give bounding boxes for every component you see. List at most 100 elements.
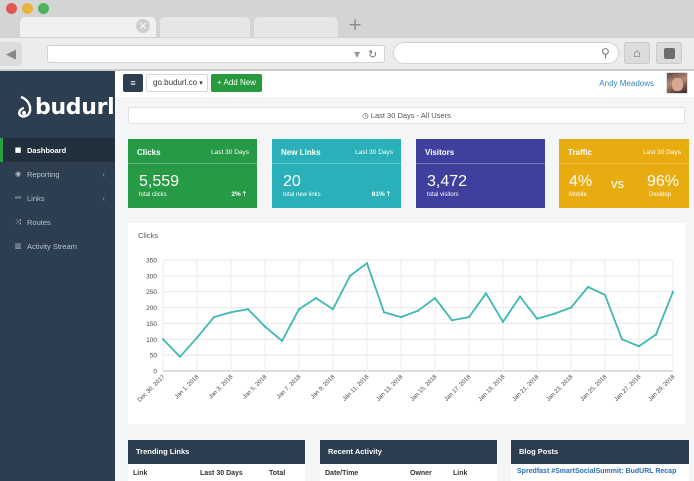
data-point: [416, 309, 420, 312]
x-tick-label: Jan 3, 2018: [208, 374, 235, 401]
card-subtitle: total visitors: [427, 192, 459, 198]
data-point: [654, 333, 658, 336]
data-point: [161, 338, 165, 341]
address-bar[interactable]: ▼ ↻: [47, 45, 385, 63]
budurl-logo[interactable]: budurl: [18, 93, 115, 121]
sidebar-nav: ■ Dashboard ◉ Reporting ‹ ⚯ Links ‹ ⤨ Routes ▥ Acti…: [0, 138, 115, 258]
data-point: [382, 311, 386, 314]
browser-tab[interactable]: [254, 17, 338, 37]
domain-select[interactable]: go.budurl.co ▾: [146, 74, 208, 92]
add-new-button[interactable]: + Add New: [211, 74, 262, 92]
card-change: 2% 🡑: [231, 191, 246, 198]
desktop-label: Desktop: [649, 192, 672, 198]
x-tick-label: Jan 11, 2018: [342, 374, 371, 403]
x-tick-label: Jan 29, 2018: [648, 374, 677, 403]
dropdown-arrow-icon[interactable]: ▼: [354, 50, 361, 59]
data-point: [348, 274, 352, 277]
new-links-card[interactable]: New Links Last 30 Days 20 total new link…: [272, 139, 401, 208]
data-point: [535, 317, 539, 320]
date-range-label: Last 30 Days - All Users: [370, 111, 451, 120]
x-tick-label: Dec 30, 2017: [137, 374, 167, 404]
data-point: [569, 306, 573, 309]
card-title: New Links: [281, 148, 321, 157]
recent-activity-panel: Recent Activity Date/Time Owner Link: [320, 440, 497, 481]
sidebar-item-dashboard[interactable]: ■ Dashboard: [0, 138, 115, 162]
clicks-line-chart[interactable]: 0 50 100 150 200 250 300 350 Dec 30, 2017 Jan 1, …: [128, 223, 685, 424]
back-icon: ◀: [6, 46, 16, 61]
square-icon: [663, 48, 675, 59]
avatar[interactable]: [666, 72, 688, 94]
tab-close-icon[interactable]: ×: [136, 19, 150, 33]
sidebar-item-label: Reporting: [27, 169, 60, 179]
menu-toggle-button[interactable]: ≡: [123, 74, 143, 92]
dashboard-icon: ■: [14, 146, 22, 154]
sidebar-item-links[interactable]: ⚯ Links ‹: [0, 186, 115, 210]
table-header: Link Last 30 Days Total: [128, 464, 305, 481]
link-icon: ⚯: [15, 194, 21, 202]
back-button[interactable]: ◀: [0, 42, 22, 66]
browser-search-input[interactable]: ⚲: [393, 42, 619, 64]
domain-select-value: go.budurl.co: [153, 78, 198, 87]
clicks-card[interactable]: Clicks Last 30 Days 5,559 total clicks 2…: [128, 139, 257, 208]
column-header[interactable]: Owner: [410, 470, 432, 477]
top-bar: ≡ go.budurl.co ▾ + Add New Andy Meadows: [115, 71, 694, 97]
data-point: [399, 315, 403, 319]
clock-icon: ◷: [362, 111, 369, 120]
chevron-down-icon: ▾: [199, 80, 203, 87]
vs-label: vs: [611, 176, 624, 191]
column-header[interactable]: Date/Time: [325, 470, 359, 477]
data-point: [671, 290, 675, 293]
column-header[interactable]: Last 30 Days: [200, 470, 243, 477]
reload-icon[interactable]: ↻: [368, 48, 378, 61]
card-period: Last 30 Days: [211, 149, 249, 156]
y-tick-label: 350: [146, 258, 157, 265]
new-tab-button[interactable]: +: [348, 15, 363, 35]
data-point: [365, 262, 369, 265]
column-header[interactable]: Link: [453, 470, 468, 477]
y-tick-label: 100: [146, 337, 157, 344]
browser-tab[interactable]: [160, 17, 250, 37]
data-point: [603, 293, 607, 296]
data-point: [620, 338, 624, 341]
app: budurl ■ Dashboard ◉ Reporting ‹ ⚯ Links ‹ ⤨ Rout…: [0, 71, 694, 481]
sidebar-item-label: Links: [27, 193, 45, 203]
x-tick-label: Jan 1, 2018: [174, 374, 201, 401]
x-tick-label: Jan 5, 2018: [242, 374, 269, 401]
sidebar-item-routes[interactable]: ⤨ Routes: [0, 210, 115, 234]
card-value: 3,472: [427, 173, 468, 190]
shuffle-icon: ⤨: [15, 217, 21, 226]
minimize-window-button[interactable]: [22, 3, 33, 14]
column-header[interactable]: Total: [269, 470, 286, 477]
bar-chart-icon: ▥: [14, 242, 22, 250]
x-tick-label: Jan 27, 2018: [614, 374, 643, 403]
data-point: [501, 320, 505, 323]
chart-title: Clicks: [138, 231, 158, 240]
card-period: Last 30 Days: [355, 149, 393, 156]
data-point: [229, 311, 233, 314]
search-icon: ⚲: [601, 46, 610, 60]
card-change: 81% 🡑: [371, 191, 390, 198]
data-point: [450, 319, 454, 322]
date-range-picker[interactable]: ◷ Last 30 Days - All Users: [128, 107, 685, 124]
close-window-button[interactable]: [6, 3, 17, 14]
column-header[interactable]: Link: [133, 470, 148, 477]
user-name-link[interactable]: Andy Meadows: [599, 79, 654, 88]
home-button[interactable]: ⌂: [624, 42, 650, 64]
sidebar-item-reporting[interactable]: ◉ Reporting ‹: [0, 162, 115, 186]
data-point: [314, 296, 318, 300]
maximize-window-button[interactable]: [38, 3, 49, 14]
data-point: [331, 308, 335, 311]
visitors-card[interactable]: Visitors 3,472 total visitors: [416, 139, 545, 208]
data-point: [297, 308, 301, 311]
x-tick-label: Jan 13, 2018: [376, 374, 405, 403]
table-header: Date/Time Owner Link: [320, 464, 497, 481]
hamburger-icon: ≡: [130, 78, 136, 88]
leaf-logo-icon: [18, 95, 32, 119]
desktop-value: 96%: [647, 173, 680, 190]
extension-button[interactable]: [656, 42, 682, 64]
traffic-card[interactable]: Traffic Last 30 Days 4% Mobile vs 96% De…: [559, 139, 689, 208]
browser-tab[interactable]: ×: [20, 17, 156, 37]
blog-post-link[interactable]: Spredfast #SmartSocialSummit: BudURL Rec…: [517, 468, 677, 475]
sidebar-item-activity-stream[interactable]: ▥ Activity Stream: [0, 234, 115, 258]
card-period: Last 30 Days: [643, 149, 681, 156]
